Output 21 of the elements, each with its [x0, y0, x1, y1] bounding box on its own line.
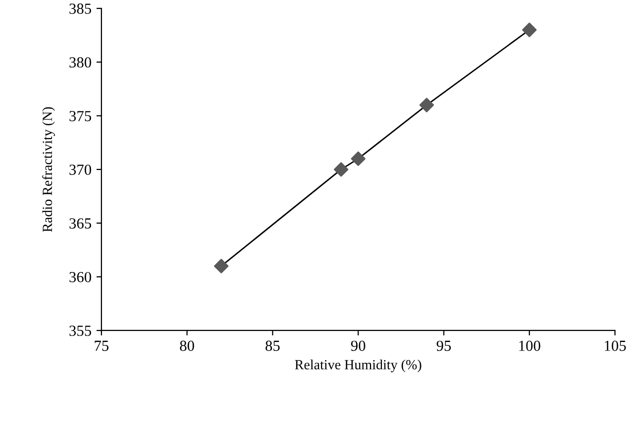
x-axis-title: Relative Humidity (%) [294, 360, 422, 372]
y-tick-label: 355 [70, 326, 92, 336]
point [350, 151, 366, 166]
y-tick-label: 375 [70, 110, 92, 122]
x-tick-label: 90 [351, 340, 366, 351]
y-axis-title: Radio Refractivity (N) [42, 107, 55, 232]
y-tick-label: 370 [70, 164, 92, 175]
x-tick-label: 100 [519, 340, 540, 351]
x-tick-label: 80 [180, 340, 194, 351]
y-tick-label: 360 [70, 272, 92, 282]
x-tick-label: 85 [266, 340, 280, 351]
x-tick-label: 105 [604, 340, 626, 351]
y-tick-label: 380 [70, 57, 92, 68]
x-tick-label: 75 [94, 340, 108, 351]
x-tick-label: 95 [436, 340, 451, 351]
y-tick-label: 385 [70, 4, 92, 14]
y-tick-label: 365 [70, 218, 92, 229]
point [334, 162, 348, 177]
point [419, 98, 434, 112]
point [522, 22, 537, 38]
point [214, 258, 229, 274]
